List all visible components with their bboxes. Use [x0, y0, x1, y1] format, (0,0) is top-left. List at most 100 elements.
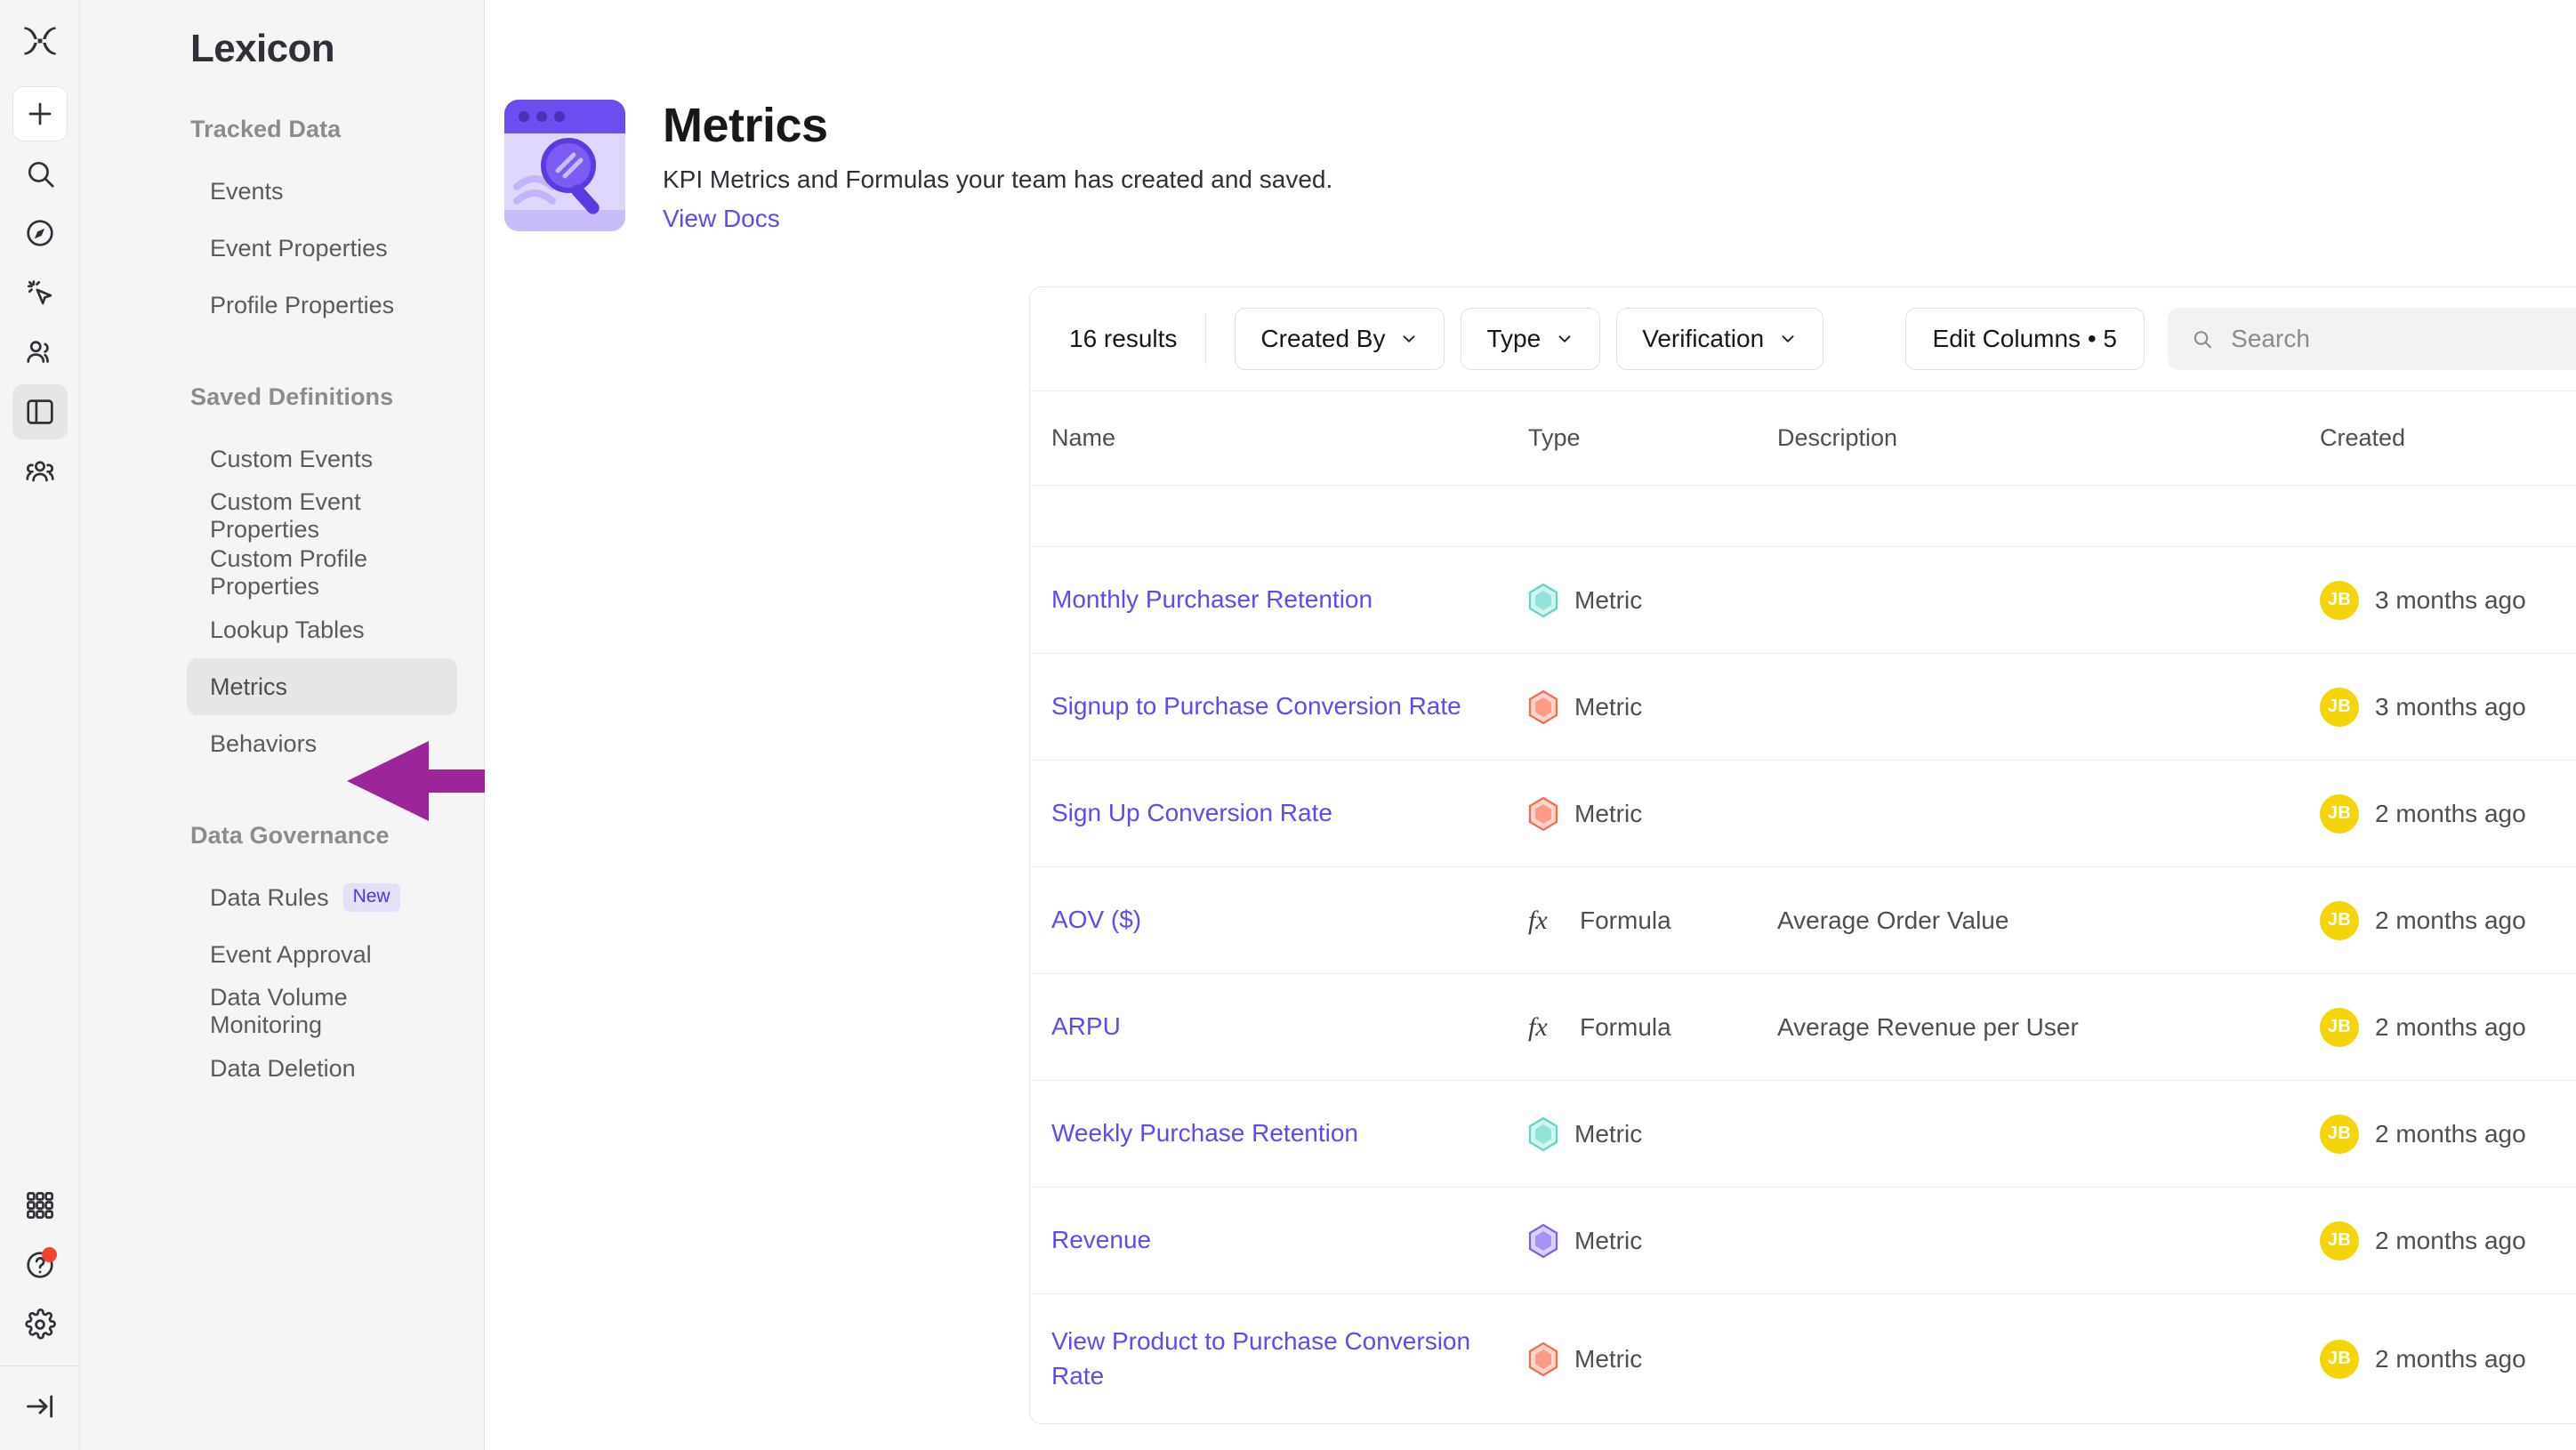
help-button[interactable]	[12, 1237, 68, 1293]
cell-description	[1777, 653, 2320, 761]
type-label: Metric	[1574, 585, 1643, 614]
created-time: 2 months ago	[2375, 799, 2526, 827]
table-row[interactable]: AOV ($) fx Formula Average Order Value JB 2 m…	[1030, 866, 2576, 974]
cell-created: JB 2 months ago	[2320, 1294, 2576, 1424]
filter-label: Created By	[1260, 325, 1386, 352]
avatar[interactable]: JB	[2320, 687, 2359, 727]
type-label: Metric	[1574, 799, 1643, 827]
hexagon-icon	[1528, 1116, 1558, 1151]
sidebar-item-data-rules[interactable]: Data Rules New	[187, 869, 457, 926]
cohorts-nav[interactable]	[12, 444, 68, 499]
cell-description: Average Order Value	[1777, 866, 2320, 974]
table-row[interactable]: Weekly Purchase Retention Metric JB 2 month…	[1030, 1080, 2576, 1188]
sidebar-item-event-properties[interactable]: Event Properties	[187, 220, 457, 277]
sidebar-item-label: Metrics	[210, 673, 287, 700]
sidebar-item-data-volume-monitoring[interactable]: Data Volume Monitoring	[187, 983, 457, 1040]
view-docs-link[interactable]: View Docs	[663, 205, 780, 232]
sidebar-item-event-approval[interactable]: Event Approval	[187, 926, 457, 983]
sidebar-item-label: Event Properties	[210, 234, 388, 262]
collapse-sidebar-button[interactable]	[12, 1379, 68, 1434]
avatar[interactable]: JB	[2320, 900, 2359, 940]
metrics-title: Metrics	[663, 99, 828, 152]
filter-type[interactable]: Type	[1461, 308, 1601, 370]
nav-group-saved-definitions: Saved Definitions Custom Events Custom E…	[80, 383, 484, 772]
avatar[interactable]: JB	[2320, 1339, 2359, 1379]
sidebar-item-profile-properties[interactable]: Profile Properties	[187, 277, 457, 334]
notification-dot-icon	[42, 1247, 57, 1262]
cell-created: JB 2 months ago	[2320, 866, 2576, 974]
avatar[interactable]: JB	[2320, 580, 2359, 620]
metric-name-link[interactable]: AOV ($)	[1051, 906, 1142, 934]
cell-name: ARPU	[1030, 973, 1528, 1081]
type-label: Formula	[1580, 906, 1671, 934]
lexicon-sidebar: Lexicon Tracked Data Events Event Proper…	[80, 0, 605, 1450]
sidebar-item-lookup-tables[interactable]: Lookup Tables	[187, 601, 457, 658]
created-time: 2 months ago	[2375, 1344, 2526, 1373]
rail-divider	[0, 1365, 80, 1366]
lexicon-nav[interactable]	[12, 384, 68, 439]
cell-type: Metric	[1528, 1080, 1777, 1188]
cell-created: JB 3 months ago	[2320, 653, 2576, 761]
sidebar-item-data-deletion[interactable]: Data Deletion	[187, 1040, 457, 1097]
cell-description	[1777, 1187, 2320, 1294]
cell-created: JB 2 months ago	[2320, 1080, 2576, 1188]
table-row[interactable]: View Product to Purchase Conversion Rate…	[1030, 1294, 2576, 1424]
metric-name-link[interactable]: Revenue	[1051, 1226, 1152, 1254]
sidebar-item-events[interactable]: Events	[187, 163, 457, 220]
created-time: 3 months ago	[2375, 585, 2526, 614]
column-header-description[interactable]: Description	[1777, 391, 2320, 486]
cell-description: Average Revenue per User	[1777, 973, 2320, 1081]
nav-group-label: Saved Definitions	[190, 383, 394, 410]
apps-button[interactable]	[12, 1178, 68, 1233]
hexagon-icon	[1528, 1223, 1558, 1258]
metric-name-link[interactable]: View Product to Purchase Conversion Rate	[1051, 1327, 1471, 1390]
type-label: Metric	[1574, 1119, 1643, 1148]
metric-name-link[interactable]: ARPU	[1051, 1012, 1121, 1041]
svg-text:fx: fx	[1528, 1012, 1548, 1042]
chevron-down-icon	[1558, 335, 1571, 342]
sidebar-item-custom-events[interactable]: Custom Events	[187, 431, 457, 487]
mixpanel-logo-icon[interactable]	[19, 20, 61, 67]
search-nav[interactable]	[12, 146, 68, 201]
column-header-type[interactable]: Type	[1528, 391, 1777, 486]
metrics-subtitle: KPI Metrics and Formulas your team has c…	[663, 165, 1333, 193]
metric-name-link[interactable]: Signup to Purchase Conversion Rate	[1051, 692, 1461, 721]
settings-button[interactable]	[12, 1297, 68, 1352]
table-body: Monthly Purchaser Retention Metric JB 3 mon…	[1030, 485, 2576, 1424]
filter-created-by[interactable]: Created By	[1235, 308, 1445, 370]
search-input[interactable]	[2231, 325, 2576, 353]
column-header-created[interactable]: Created	[2320, 391, 2576, 486]
metric-name-link[interactable]: Sign Up Conversion Rate	[1051, 799, 1332, 827]
metric-name-link[interactable]: Monthly Purchaser Retention	[1051, 585, 1373, 614]
table-toolbar: 16 results Created By Type Verification …	[1030, 287, 2576, 391]
cell-type: Metric	[1528, 1187, 1777, 1294]
sidebar-item-custom-profile-properties[interactable]: Custom Profile Properties	[187, 544, 457, 601]
new-button[interactable]	[12, 86, 68, 141]
table-row[interactable]: Sign Up Conversion Rate Metric JB 2 months …	[1030, 760, 2576, 867]
avatar[interactable]: JB	[2320, 793, 2359, 834]
table-row[interactable]: Signup to Purchase Conversion Rate Metric…	[1030, 653, 2576, 761]
sidebar-item-label: Event Approval	[210, 940, 372, 968]
sidebar-item-metrics[interactable]: Metrics	[187, 658, 457, 715]
cell-description	[1777, 760, 2320, 867]
column-header-name[interactable]: Name	[1030, 391, 1528, 486]
cell-description	[1777, 1294, 2320, 1424]
avatar[interactable]: JB	[2320, 1220, 2359, 1261]
avatar[interactable]: JB	[2320, 1114, 2359, 1154]
table-row[interactable]: Monthly Purchaser Retention Metric JB 3 mon…	[1030, 546, 2576, 654]
events-nav[interactable]	[12, 265, 68, 320]
edit-columns-button[interactable]: Edit Columns • 5	[1904, 308, 2145, 370]
avatar[interactable]: JB	[2320, 1007, 2359, 1047]
filter-verification[interactable]: Verification	[1616, 308, 1824, 370]
metric-name-link[interactable]: Weekly Purchase Retention	[1051, 1119, 1358, 1148]
search-box[interactable]	[2168, 308, 2576, 370]
sidebar-item-label: Custom Event Properties	[210, 488, 361, 543]
users-nav[interactable]	[12, 325, 68, 380]
table-row[interactable]: ARPU fx Formula Average Revenue per User JB 2…	[1030, 973, 2576, 1081]
explore-nav[interactable]	[12, 205, 68, 261]
sidebar-item-custom-event-properties[interactable]: Custom Event Properties	[187, 487, 457, 544]
cell-created: JB 2 months ago	[2320, 1187, 2576, 1294]
sidebar-item-behaviors[interactable]: Behaviors	[187, 715, 457, 772]
fx-icon: fx	[1528, 1012, 1548, 1042]
